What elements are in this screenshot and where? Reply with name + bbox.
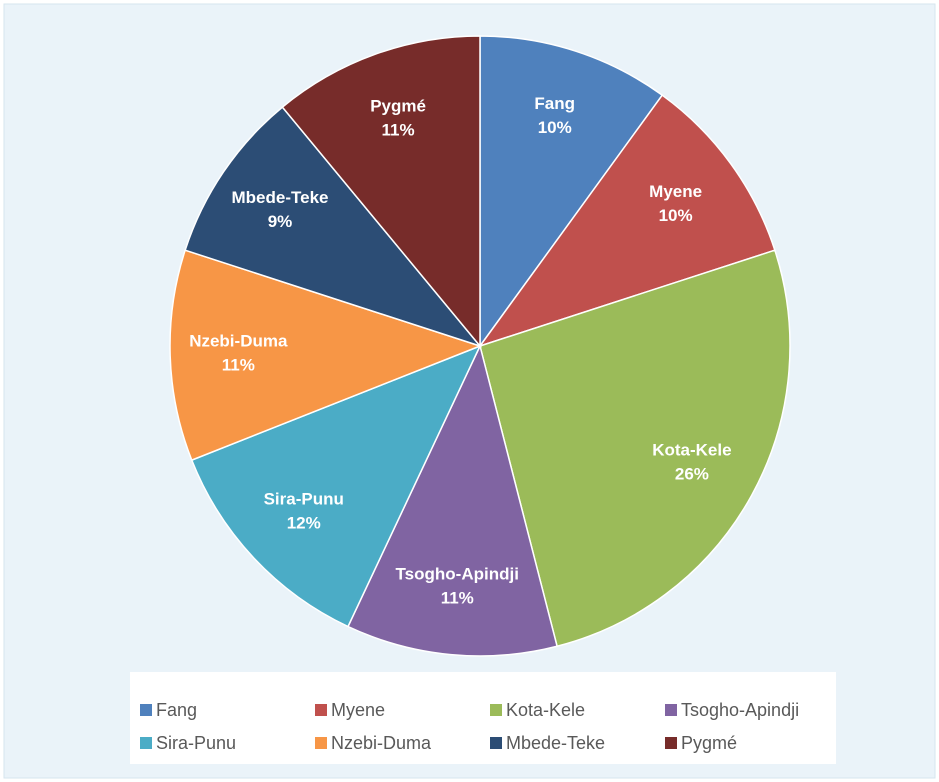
slice-label-value: 26% xyxy=(675,465,709,484)
slice-label: Kota-Kele 26% xyxy=(652,441,731,484)
pie-slice xyxy=(281,35,481,349)
slice-label-value: 9% xyxy=(268,213,293,232)
slice-label: Mbede-Teke 9% xyxy=(232,189,329,232)
legend-swatch xyxy=(140,737,152,749)
slice-label-name: Myene xyxy=(649,182,702,201)
legend-swatch xyxy=(315,704,327,716)
legend-label: Nzebi-Duma xyxy=(331,733,432,753)
slice-label-name: Mbede-Teke xyxy=(232,189,329,208)
slice-label-name: Nzebi-Duma xyxy=(189,332,288,351)
legend-label: Pygmé xyxy=(681,733,737,753)
legend-swatch xyxy=(665,737,677,749)
legend-label: Mbede-Teke xyxy=(506,733,605,753)
slice-label-name: Pygmé xyxy=(370,97,426,116)
slice-label: Tsogho-Apindji 11% xyxy=(396,565,519,608)
legend-swatch xyxy=(490,704,502,716)
slice-label: Pygmé 11% xyxy=(370,97,426,140)
pie-slice xyxy=(478,94,776,348)
pie-slice xyxy=(169,249,483,462)
slice-label-name: Fang xyxy=(534,95,575,114)
legend-swatch xyxy=(315,737,327,749)
legend-swatch xyxy=(665,704,677,716)
slice-label: Nzebi-Duma 11% xyxy=(189,332,288,375)
slice-label-name: Tsogho-Apindji xyxy=(396,565,519,584)
legend-label: Kota-Kele xyxy=(506,700,585,720)
legend-box xyxy=(130,672,836,764)
slice-label: Myene 10% xyxy=(649,182,702,225)
pie-slice xyxy=(190,344,482,628)
slice-label-value: 11% xyxy=(222,356,255,375)
legend-swatch xyxy=(140,704,152,716)
legend-label: Tsogho-Apindji xyxy=(681,700,799,720)
slice-label-value: 10% xyxy=(538,119,572,138)
slice-label-name: Sira-Punu xyxy=(264,490,344,509)
legend-swatch xyxy=(490,737,502,749)
slice-label-name: Kota-Kele xyxy=(652,441,731,460)
legend-label: Myene xyxy=(331,700,385,720)
legend-label: Fang xyxy=(156,700,197,720)
legend-label: Sira-Punu xyxy=(156,733,236,753)
pie-slice xyxy=(184,106,483,348)
slice-label-value: 11% xyxy=(441,589,474,608)
pie-slice xyxy=(479,249,791,648)
slice-label-value: 11% xyxy=(382,121,415,140)
slice-label: Fang 10% xyxy=(534,95,575,138)
pie-slice xyxy=(479,35,664,349)
slice-label-value: 12% xyxy=(287,514,321,533)
pie-slice xyxy=(347,343,559,657)
slice-label-value: 10% xyxy=(659,206,693,225)
slice-label: Sira-Punu 12% xyxy=(264,490,344,533)
